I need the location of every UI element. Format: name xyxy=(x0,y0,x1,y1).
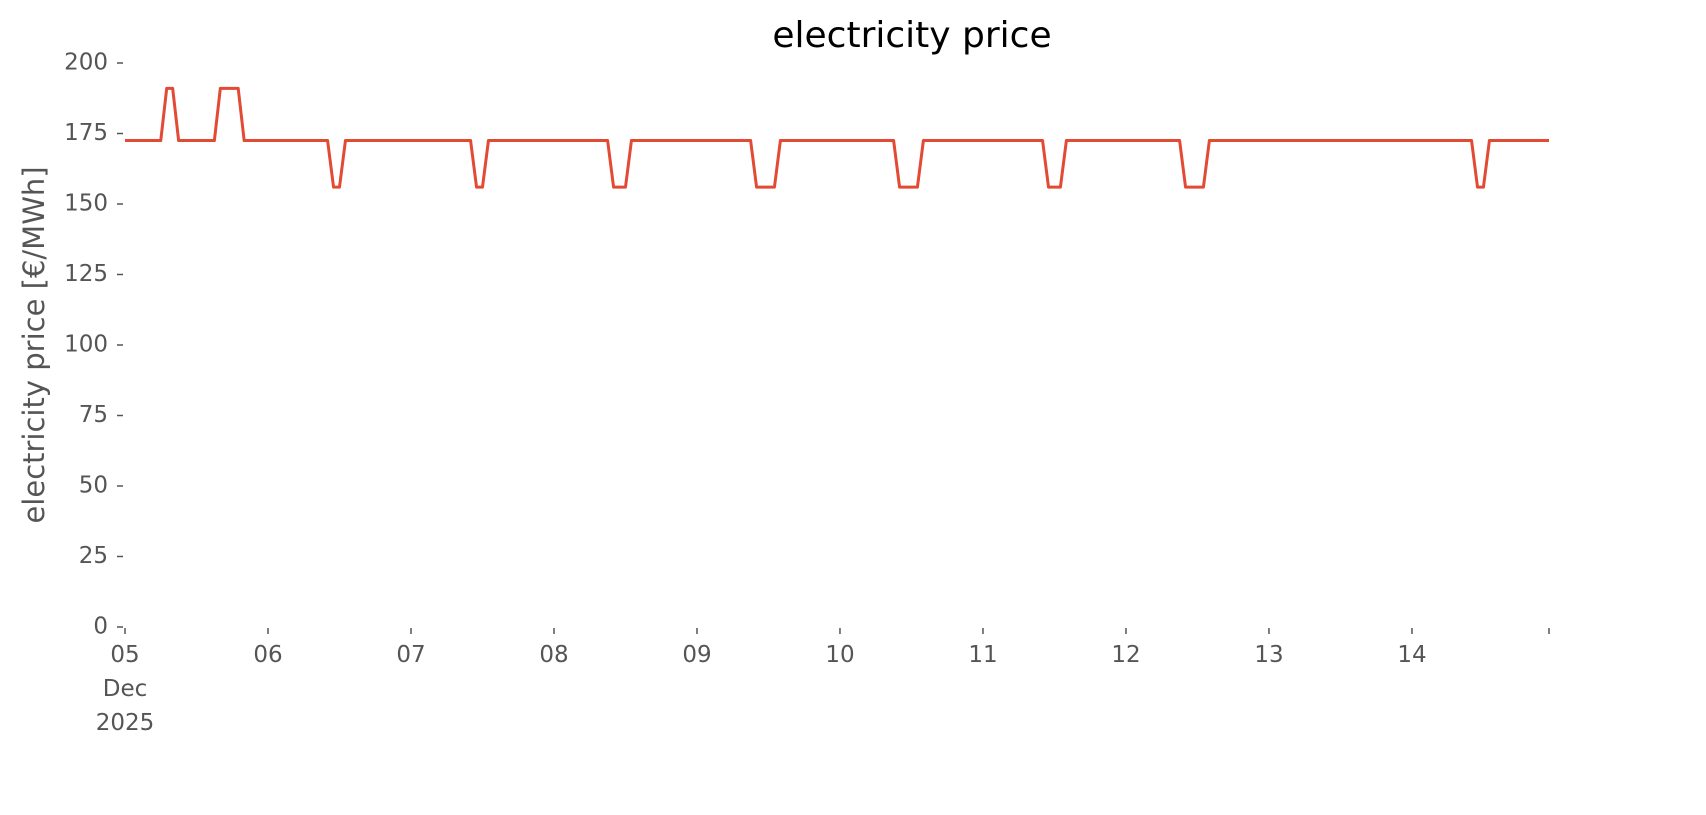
y-tick-label: 200 xyxy=(64,50,108,76)
chart-title: electricity price xyxy=(772,15,1051,56)
x-tick-label: 12 xyxy=(1111,642,1141,668)
x-tick-label: 13 xyxy=(1254,642,1284,668)
x-tick-label: 14 xyxy=(1397,642,1427,668)
y-tick-label: 0 xyxy=(93,614,108,640)
y-tick-label: 125 xyxy=(64,261,108,287)
x-tick-label: 08 xyxy=(539,642,569,668)
x-tick-label: 11 xyxy=(968,642,998,668)
x-tick-label: 09 xyxy=(682,642,712,668)
y-tick-label: 50 xyxy=(79,473,108,499)
y-tick-label: 175 xyxy=(64,120,108,146)
y-axis-label: electricity price [€/MWh] xyxy=(17,166,51,523)
price-line xyxy=(125,86,1549,189)
y-tick-label: 25 xyxy=(79,543,108,569)
x-tick-label: 10 xyxy=(825,642,855,668)
x-tick-label: 07 xyxy=(396,642,426,668)
y-tick-label: 75 xyxy=(79,402,108,428)
x-tick-label: 05 Dec 2025 xyxy=(95,642,155,736)
y-tick-label: 100 xyxy=(64,332,108,358)
x-tick-label: 06 xyxy=(253,642,283,668)
y-tick-label: 150 xyxy=(64,191,108,217)
